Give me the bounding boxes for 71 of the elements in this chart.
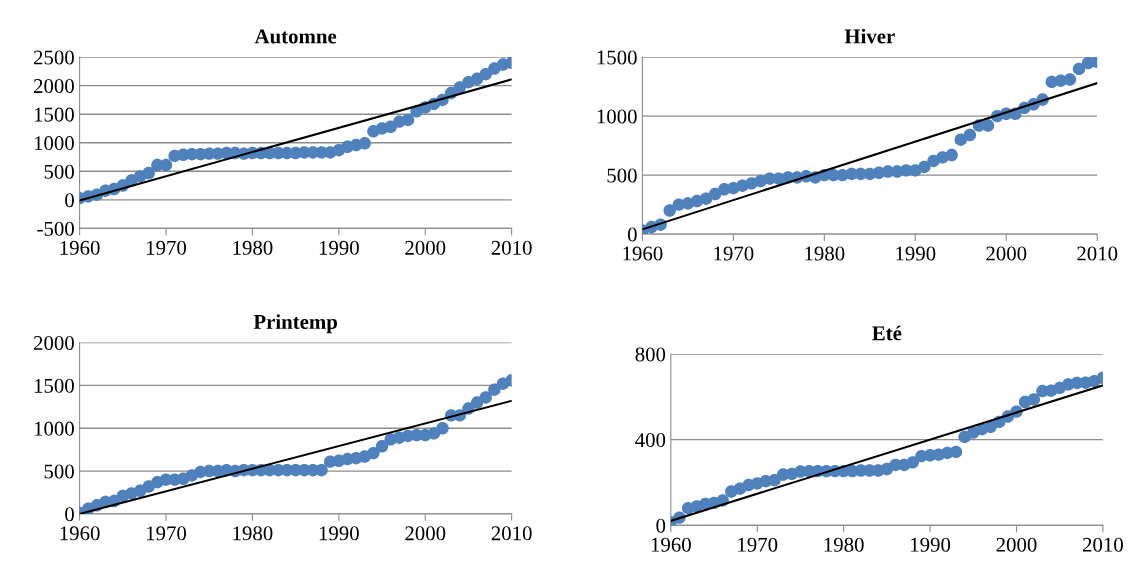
x-tick-label: 1970 xyxy=(738,537,778,552)
point xyxy=(708,187,722,201)
x-tick-label: 1960 xyxy=(60,240,100,255)
y-tick-label: 1000 xyxy=(34,421,74,436)
y-tick-label: 500 xyxy=(44,464,74,479)
point xyxy=(375,440,389,453)
x-tick-label: 1960 xyxy=(623,246,663,261)
y-tick-label: 0 xyxy=(656,518,666,533)
y-tick-label: 0 xyxy=(627,227,637,242)
point xyxy=(981,119,995,132)
point xyxy=(1027,393,1040,406)
y-tick-label: 1500 xyxy=(597,50,637,65)
chart-title: Printemp xyxy=(253,314,338,334)
x-tick-label: 1990 xyxy=(319,240,359,255)
x-tick-label: 1970 xyxy=(147,240,187,255)
y-tick-label: 800 xyxy=(635,347,666,362)
point xyxy=(159,158,173,172)
y-tick-label: 0 xyxy=(65,507,74,522)
point xyxy=(949,445,963,459)
y-tick-label: 1500 xyxy=(34,378,74,393)
x-tick-label: 1980 xyxy=(805,246,845,261)
x-tick-label: 1980 xyxy=(233,526,273,541)
point xyxy=(906,456,919,469)
point xyxy=(479,68,492,81)
x-tick-label: 2000 xyxy=(996,537,1037,552)
point xyxy=(768,473,781,487)
x-tick-label: 1990 xyxy=(911,537,951,552)
y-tick-label: 2500 xyxy=(33,50,74,65)
x-tick-label: 1980 xyxy=(233,240,273,255)
point xyxy=(1072,62,1086,76)
x-tick-label: 1970 xyxy=(714,246,754,261)
x-tick-label: 1980 xyxy=(824,537,864,552)
x-tick-label: 1990 xyxy=(896,246,936,261)
point xyxy=(963,128,977,142)
x-tick-label: 1960 xyxy=(60,526,100,541)
y-tick-label: 500 xyxy=(607,168,637,183)
point xyxy=(918,160,931,174)
point xyxy=(479,391,492,404)
point xyxy=(401,113,415,127)
point xyxy=(699,192,713,205)
point xyxy=(367,446,380,460)
point xyxy=(488,383,501,396)
y-tick-label: 2000 xyxy=(33,79,74,94)
y-tick-label: 400 xyxy=(635,433,666,448)
point xyxy=(954,133,967,146)
x-tick-label: 2010 xyxy=(491,526,532,541)
y-tick-label: 500 xyxy=(44,164,74,179)
point xyxy=(663,204,676,217)
x-tick-label: 1970 xyxy=(147,526,187,541)
y-tick-label: 2000 xyxy=(33,335,74,351)
point xyxy=(358,137,371,150)
x-tick-label: 2010 xyxy=(1082,537,1123,552)
x-tick-label: 2000 xyxy=(405,526,446,541)
y-tick-label: 1000 xyxy=(34,136,74,151)
y-tick-label: 1000 xyxy=(597,109,637,124)
point xyxy=(142,166,155,180)
x-tick-label: 1990 xyxy=(319,526,359,541)
y-tick-label: -500 xyxy=(37,221,74,236)
point xyxy=(436,422,449,435)
point xyxy=(1063,73,1077,86)
y-tick-label: 1500 xyxy=(34,107,74,122)
chart-title: Hiver xyxy=(844,28,895,44)
point xyxy=(945,148,958,162)
x-tick-label: 1960 xyxy=(651,537,691,552)
chart-title: Eté xyxy=(872,325,902,341)
chart-title: Automne xyxy=(254,29,337,44)
x-tick-label: 2000 xyxy=(986,246,1027,261)
x-tick-label: 2000 xyxy=(405,240,446,255)
x-tick-label: 2010 xyxy=(491,240,532,255)
y-tick-label: 0 xyxy=(65,193,74,208)
x-tick-label: 2010 xyxy=(1077,246,1118,261)
